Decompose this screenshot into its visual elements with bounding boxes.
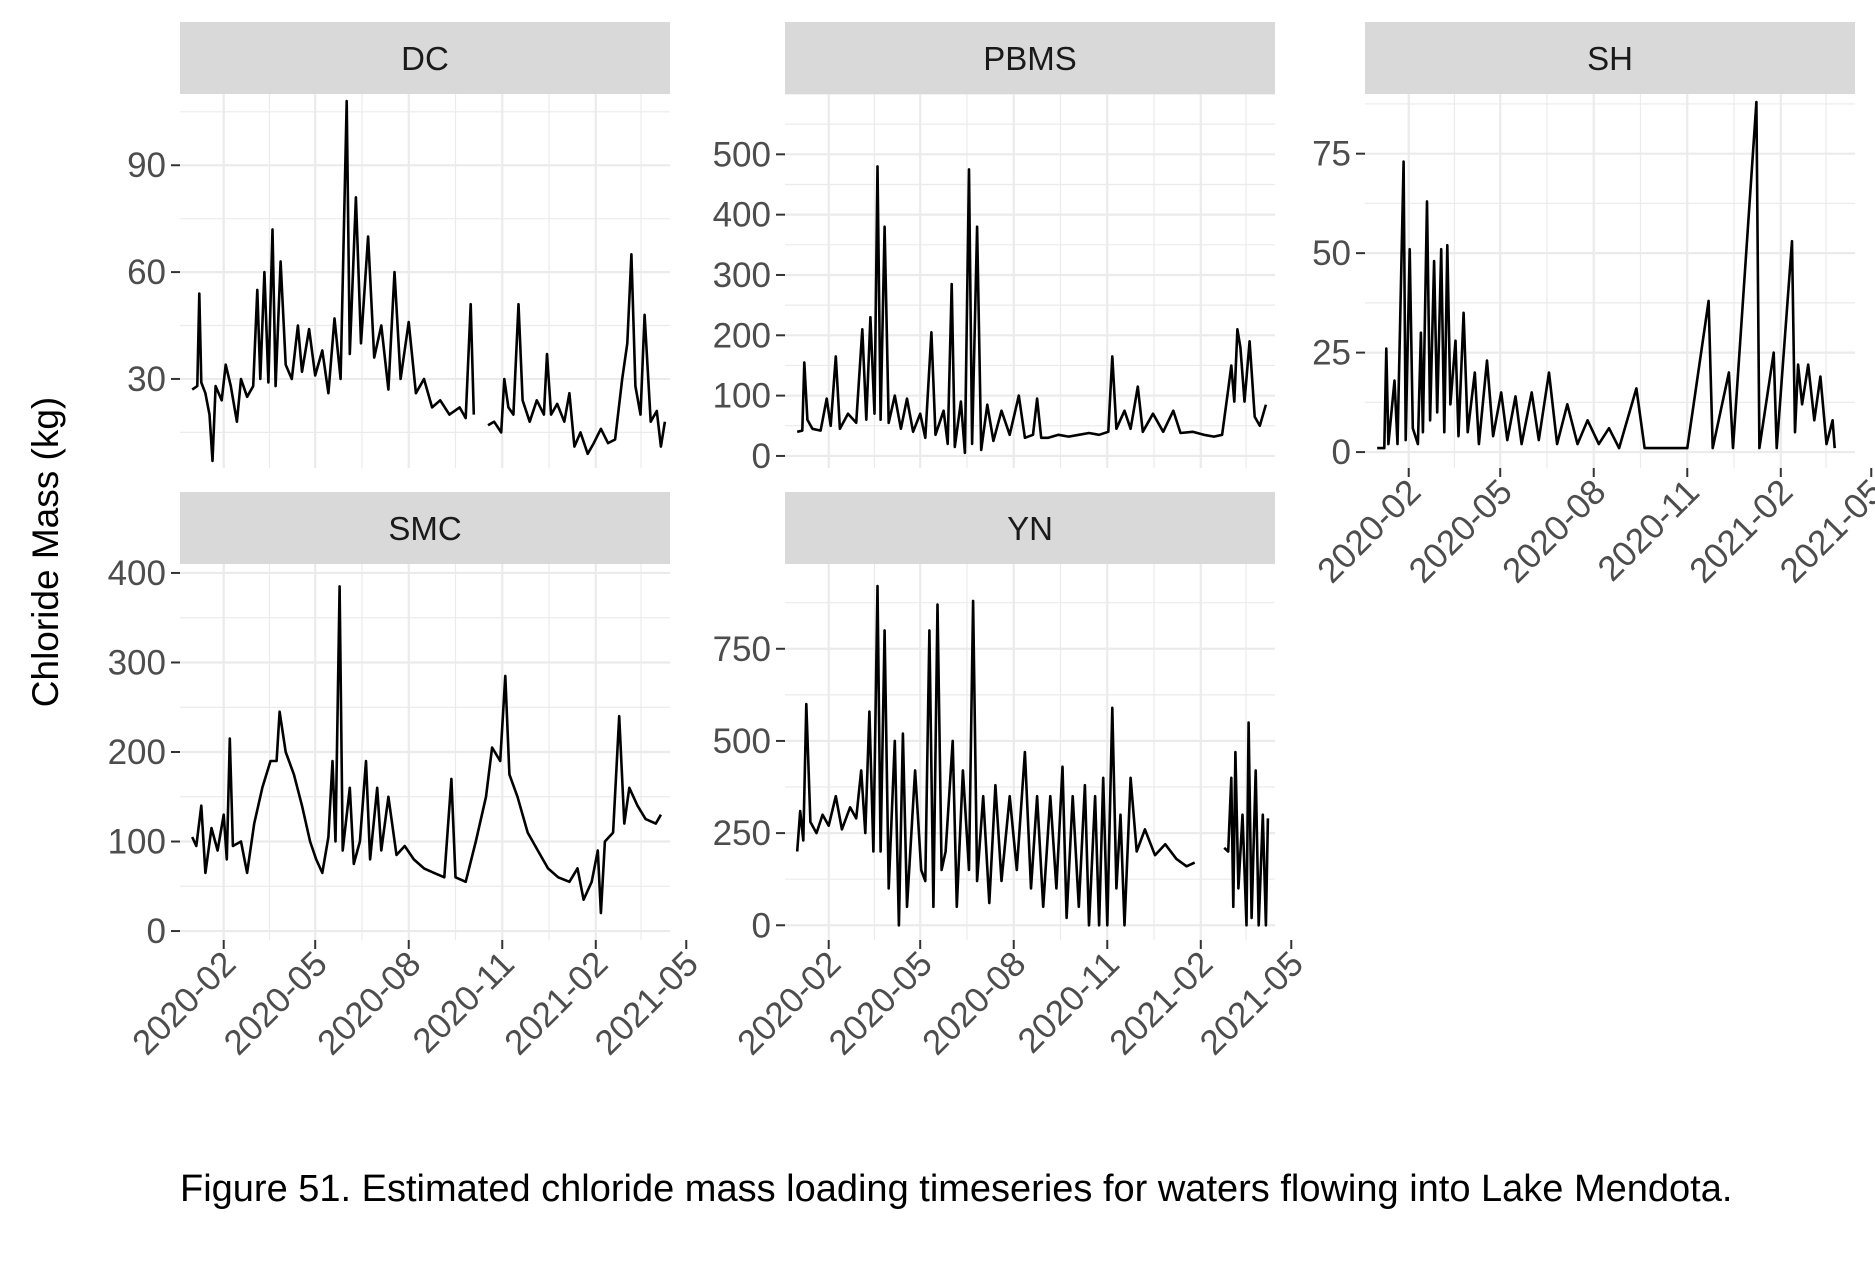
y-tick-label: 100 xyxy=(108,823,166,862)
strip-dc xyxy=(180,22,670,94)
series-line-smc xyxy=(191,585,663,915)
y-tick-label: 200 xyxy=(713,316,771,355)
y-tick-label: 250 xyxy=(713,814,771,853)
y-tick-label: 400 xyxy=(108,554,166,593)
y-tick-label: 500 xyxy=(713,722,771,761)
series-line-pbms xyxy=(796,165,1268,455)
strip-label-yn: YN xyxy=(1007,510,1053,547)
x-tick-label: 2020-08 xyxy=(1495,472,1613,590)
y-tick-label: 750 xyxy=(713,630,771,669)
y-tick-label: 90 xyxy=(127,146,166,185)
strip-sh xyxy=(1365,22,1855,94)
y-tick-label: 25 xyxy=(1312,334,1351,373)
strip-label-pbms: PBMS xyxy=(983,40,1077,77)
strip-label-dc: DC xyxy=(401,40,449,77)
y-tick-label: 50 xyxy=(1312,234,1351,273)
series-line-sh xyxy=(1377,100,1836,450)
y-tick-label: 0 xyxy=(752,906,771,945)
y-tick-label: 500 xyxy=(713,135,771,174)
y-tick-label: 0 xyxy=(1332,433,1351,472)
y-tick-label: 75 xyxy=(1312,135,1351,174)
panel-dc: DC 30 60 90 xyxy=(127,22,670,468)
x-tick-label: 2020-05 xyxy=(216,944,334,1062)
y-tick-label: 0 xyxy=(147,912,166,951)
figure-caption: Figure 51. Estimated chloride mass loadi… xyxy=(180,1168,1733,1210)
faceted-line-chart: Chloride Mass (kg) DC 30 60 90 PBMS 0 100 200 30… xyxy=(25,22,1875,1062)
x-tick-label: 2020-05 xyxy=(821,944,939,1062)
y-tick-label: 400 xyxy=(713,196,771,235)
y-tick-label: 60 xyxy=(127,253,166,292)
x-tick-label: 2020-08 xyxy=(310,944,428,1062)
y-tick-label: 30 xyxy=(127,360,166,399)
series-line-yn xyxy=(795,584,1270,927)
y-tick-label: 200 xyxy=(108,733,166,772)
strip-pbms xyxy=(785,22,1275,94)
x-tick-label: 2020-05 xyxy=(1401,472,1519,590)
y-tick-label: 100 xyxy=(713,377,771,416)
panel-smc: SMC01002003004002020-022020-052020-08202… xyxy=(108,492,706,1062)
y-axis-title: Chloride Mass (kg) xyxy=(25,397,66,707)
y-tick-label: 0 xyxy=(752,437,771,476)
y-tick-label: 300 xyxy=(108,643,166,682)
panel-pbms: PBMS 0 100 200 300 400 500 xyxy=(713,22,1275,476)
strip-yn xyxy=(785,492,1275,564)
strip-label-smc: SMC xyxy=(388,510,461,547)
x-tick-label: 2020-08 xyxy=(915,944,1033,1062)
panel-sh: SH02550752020-022020-052020-082020-11202… xyxy=(1310,22,1875,590)
panel-background xyxy=(180,94,670,468)
panel-yn: YN02505007502020-022020-052020-082020-11… xyxy=(713,492,1311,1062)
y-tick-label: 300 xyxy=(713,256,771,295)
series-line-dc xyxy=(191,99,667,463)
strip-label-sh: SH xyxy=(1587,40,1633,77)
strip-smc xyxy=(180,492,670,564)
